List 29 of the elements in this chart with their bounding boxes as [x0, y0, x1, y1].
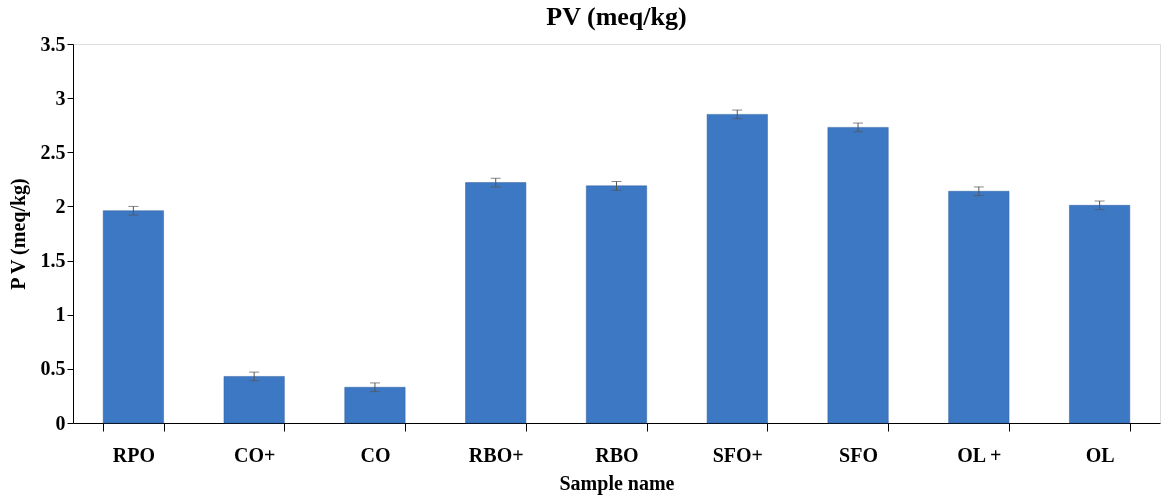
y-tick-label: 2 [55, 194, 66, 217]
bar [102, 210, 164, 424]
bar [827, 127, 889, 424]
y-tick-label: 3.5 [40, 32, 66, 55]
bar [465, 182, 527, 424]
y-axis-title: P V (meq/kg) [6, 178, 30, 290]
x-tick-label: RBO+ [468, 443, 524, 466]
x-tick-label: CO [360, 443, 391, 466]
chart-title: PV (meq/kg) [546, 2, 687, 31]
x-tick-label: SFO+ [712, 443, 763, 466]
y-tick-label: 1 [55, 303, 66, 326]
bar [344, 387, 406, 424]
x-tick-label: SFO [839, 443, 879, 466]
bar [586, 185, 647, 424]
x-tick-label: RPO [112, 443, 155, 466]
x-tick-label: RBO [595, 443, 639, 466]
bar [706, 114, 768, 424]
x-tick-label: CO+ [233, 443, 276, 466]
bar [1069, 205, 1131, 424]
y-tick-label: 0.5 [40, 357, 66, 380]
x-tick-label: OL + [957, 443, 1002, 466]
y-tick-label: 2.5 [40, 140, 66, 163]
y-tick-label: 3 [55, 86, 66, 109]
x-tick-label: OL [1085, 443, 1115, 466]
y-tick-label: 1.5 [40, 249, 66, 272]
x-axis-title: Sample name [559, 471, 675, 495]
bar [948, 191, 1010, 424]
y-tick-label: 0 [55, 411, 66, 434]
bar [223, 376, 285, 424]
